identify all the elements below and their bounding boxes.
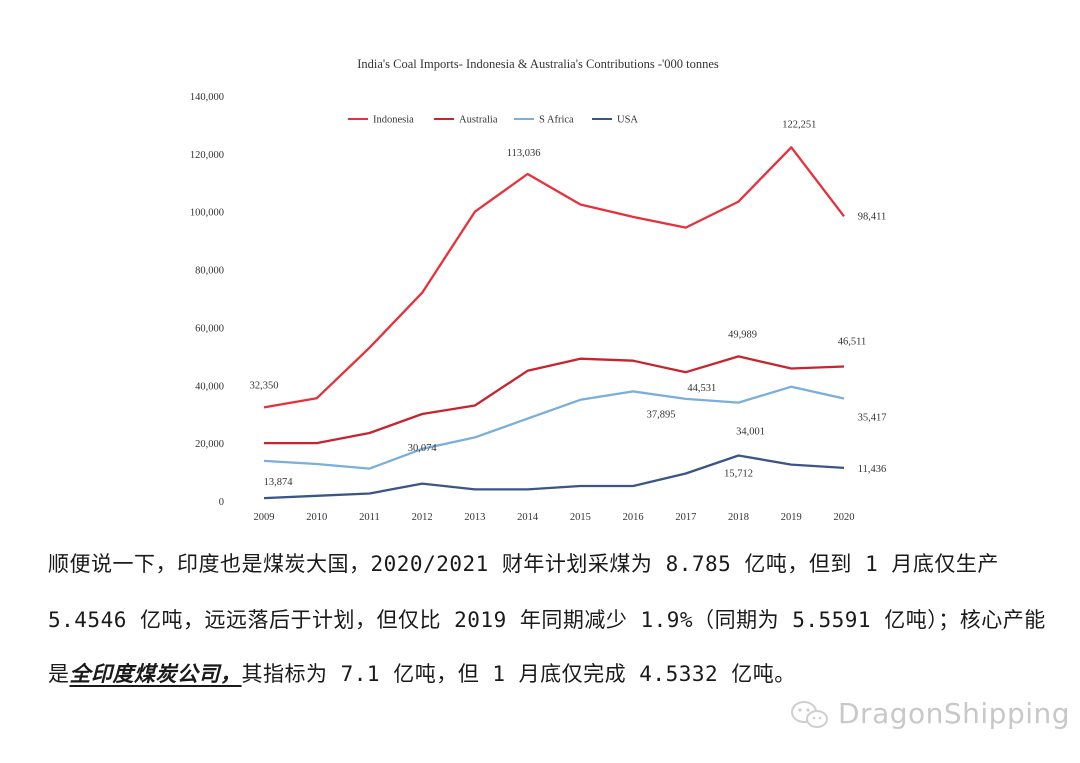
legend-label: Australia [459,115,498,126]
x-tick-label: 2011 [359,512,380,523]
data-label: 46,511 [838,336,867,347]
article-emphasis: 全印度煤炭公司， [69,662,242,686]
y-tick-label: 40,000 [195,381,224,392]
y-tick-label: 120,000 [190,150,224,161]
x-tick-label: 2014 [517,512,539,523]
y-tick-label: 140,000 [190,92,224,103]
x-tick-label: 2019 [781,512,802,523]
legend-label: S Africa [539,115,574,126]
y-tick-label: 20,000 [195,439,224,450]
data-label: 44,531 [687,383,716,394]
x-tick-label: 2020 [834,512,855,523]
x-tick-label: 2016 [623,512,644,523]
legend-item: Australia [434,115,498,126]
data-label: 113,036 [507,148,541,159]
series-line-australia [264,355,845,445]
x-tick-label: 2013 [464,512,485,523]
series-line-indonesia [263,146,845,409]
article-line-3-suffix: 其指标为 7.1 亿吨，但 1 月底仅完成 4.5332 亿吨。 [241,662,796,686]
data-label: 98,411 [858,211,887,222]
data-label: 122,251 [782,119,816,130]
x-tick-label: 2009 [254,512,275,523]
data-label: 37,895 [647,409,676,420]
data-label: 32,350 [250,380,279,391]
plot-area [263,146,845,500]
data-label: 49,989 [728,329,757,340]
x-tick-label: 2010 [306,512,327,523]
data-label: 13,874 [264,477,294,488]
x-tick-label: 2012 [412,512,433,523]
x-axis: 2009 2010 2011 2012 2013 2014 2015 2016 2017 2018… [254,512,855,523]
data-label: 35,417 [858,413,887,424]
wechat-icon [791,701,828,728]
watermark-text: DragonShipping [838,697,1071,730]
data-label: 11,436 [858,464,887,475]
y-tick-label: 60,000 [195,323,224,334]
legend-item: Indonesia [348,115,414,126]
y-tick-label: 0 [219,497,224,508]
legend-item: S Africa [514,115,574,126]
article-line-1: 顺便说一下，印度也是煤炭大国，2020/2021 财年计划采煤为 8.785 亿… [48,552,999,576]
series-line-s-africa [263,385,845,470]
data-labels: 32,350 113,036 122,251 98,411 49,989 46,511 44… [250,119,887,488]
x-tick-label: 2017 [675,512,696,523]
chart-legend: Indonesia Australia S Africa USA [348,115,638,126]
legend-label: USA [617,115,638,126]
series-line-usa [263,454,845,500]
legend-label: Indonesia [373,115,414,126]
data-label: 34,001 [736,427,765,438]
chart-title: India's Coal Imports- Indonesia & Austra… [357,57,719,71]
article-line-3: 是全印度煤炭公司，其指标为 7.1 亿吨，但 1 月底仅完成 4.5332 亿吨… [48,658,1048,688]
article-line-2: 5.4546 亿吨，远远落后于计划，但仅比 2019 年同期减少 1.9%（同期… [48,608,1046,632]
x-tick-label: 2018 [728,512,749,523]
y-tick-label: 100,000 [190,208,224,219]
chart: India's Coal Imports- Indonesia & Austra… [190,57,887,523]
y-tick-label: 80,000 [195,266,224,277]
y-axis: 0 20,000 40,000 60,000 80,000 100,000 120,000 1… [190,92,224,508]
legend-item: USA [592,115,638,126]
data-label: 15,712 [724,469,753,480]
x-tick-label: 2015 [570,512,591,523]
article-line-3-prefix: 是 [48,662,70,686]
data-label: 30,074 [408,443,438,454]
